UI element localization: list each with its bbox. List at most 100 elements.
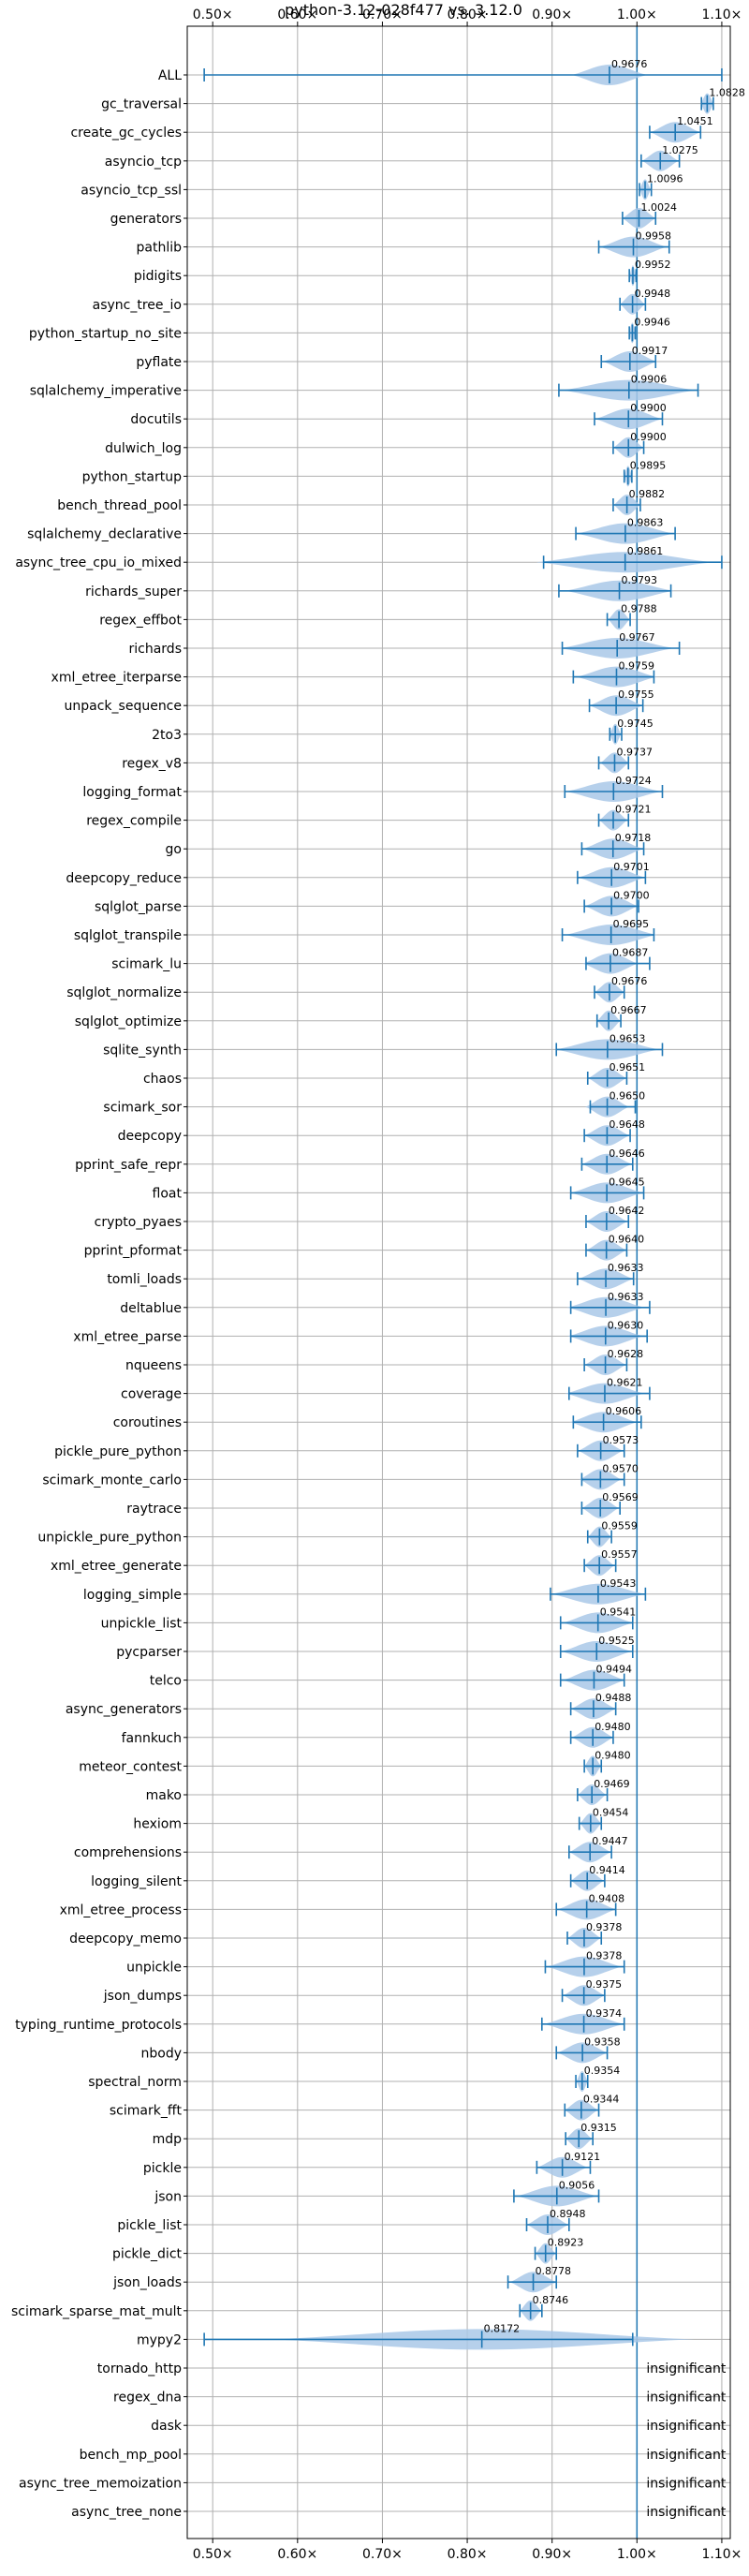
- value-label: 0.9946: [634, 316, 670, 328]
- value-label: 1.0024: [640, 201, 677, 214]
- benchmark-label: pprint_safe_repr: [75, 1158, 182, 1173]
- value-label: 0.9543: [600, 1577, 637, 1590]
- benchmark-label: float: [153, 1186, 183, 1201]
- x-tick-label-bottom: 1.10×: [701, 2547, 742, 2562]
- benchmark-label: scimark_sparse_mat_mult: [11, 2304, 182, 2319]
- benchmark-label: logging_format: [82, 785, 182, 800]
- x-tick-label-bottom: 0.60×: [277, 2547, 317, 2562]
- value-label: 0.8172: [484, 2322, 521, 2334]
- value-label: 0.9721: [615, 804, 652, 816]
- benchmark-label: sqlalchemy_imperative: [30, 384, 182, 399]
- benchmark-label: mypy2: [137, 2332, 182, 2347]
- value-label: 0.9573: [603, 1434, 639, 1446]
- benchmark-label: xml_etree_parse: [73, 1329, 182, 1344]
- benchmark-label: pprint_pformat: [84, 1244, 183, 1259]
- benchmark-label: xml_etree_iterparse: [51, 671, 182, 686]
- value-label: 0.9701: [613, 861, 650, 873]
- benchmark-label: regex_v8: [122, 756, 182, 771]
- benchmark-label: meteor_contest: [79, 1759, 182, 1774]
- value-label: 0.9621: [607, 1377, 643, 1389]
- value-label: 0.9633: [608, 1262, 644, 1274]
- benchmark-label: pickle: [143, 2161, 182, 2176]
- benchmark-label: 2to3: [152, 728, 182, 743]
- value-label: 0.9906: [631, 374, 668, 386]
- value-label: 0.9358: [584, 2036, 621, 2048]
- benchmark-label: pathlib: [137, 241, 183, 256]
- value-label: 0.9557: [601, 1548, 638, 1561]
- value-label: 0.9917: [632, 345, 668, 357]
- benchmark-label: spectral_norm: [88, 2075, 182, 2090]
- value-label: 0.9695: [613, 918, 650, 930]
- value-label: 0.8778: [536, 2265, 572, 2277]
- benchmark-label: sqlglot_parse: [95, 899, 182, 914]
- benchmark-label: regex_effbot: [99, 613, 182, 628]
- benchmark-label: dask: [151, 2419, 183, 2434]
- value-label: 0.9447: [592, 1835, 628, 1847]
- value-label: 0.9687: [612, 947, 649, 959]
- insignificant-label: insignificant: [646, 2448, 727, 2463]
- benchmark-label: scimark_lu: [111, 957, 182, 972]
- x-tick-label-top: 0.90×: [532, 7, 572, 22]
- benchmark-label: create_gc_cycles: [70, 126, 182, 141]
- x-tick-label-bottom: 0.80×: [448, 2547, 488, 2562]
- benchmark-label: bench_thread_pool: [57, 498, 182, 513]
- value-label: 0.9630: [608, 1319, 644, 1331]
- value-label: 0.9737: [616, 746, 653, 758]
- value-label: 0.9745: [617, 718, 654, 730]
- violin-layer: [203, 65, 723, 2350]
- value-label: 0.9640: [609, 1234, 645, 1246]
- chart-title: python-3.12-028f477 vs. 3.12.0: [285, 1, 522, 19]
- value-label: 0.9793: [622, 574, 658, 586]
- value-label: 0.9408: [589, 1892, 625, 1904]
- x-tick-label-bottom: 0.70×: [362, 2547, 403, 2562]
- value-label: 0.9700: [613, 889, 650, 901]
- value-label: 0.9374: [586, 2007, 623, 2020]
- axis-layer: 0.50× 0.50× 0.60× 0.60× 0.70× 0.70× 0.80× 0.80×…: [184, 7, 742, 2562]
- benchmark-label: unpickle_pure_python: [37, 1531, 182, 1546]
- value-label: 0.9378: [586, 1950, 623, 1962]
- benchmark-label: regex_dna: [113, 2391, 182, 2406]
- value-label: 0.9900: [630, 402, 667, 414]
- x-tick-label-top: 0.80×: [448, 7, 488, 22]
- benchmark-label: asyncio_tcp: [105, 155, 182, 170]
- x-tick-label-top: 1.10×: [701, 7, 742, 22]
- value-label: 0.9354: [584, 2065, 621, 2077]
- value-label: 0.8948: [550, 2208, 586, 2220]
- x-tick-label-top: 0.70×: [362, 7, 403, 22]
- benchmark-label: gc_traversal: [101, 97, 182, 112]
- value-label: 0.9469: [594, 1778, 630, 1790]
- benchmark-label: coverage: [121, 1387, 182, 1402]
- x-tick-label-bottom: 0.50×: [193, 2547, 233, 2562]
- benchmark-label: pyflate: [136, 355, 182, 370]
- value-label: 0.9676: [611, 58, 648, 70]
- value-label: 0.9315: [580, 2122, 617, 2134]
- value-label: 0.9480: [595, 1749, 631, 1761]
- benchmark-label: scimark_monte_carlo: [42, 1473, 182, 1488]
- benchmark-label: sqlglot_normalize: [66, 985, 182, 1000]
- value-label: 0.9676: [611, 975, 648, 987]
- benchmark-label: generators: [110, 212, 182, 227]
- benchmark-label: sqlalchemy_declarative: [27, 527, 182, 542]
- benchmark-label: async_tree_cpu_io_mixed: [15, 555, 182, 570]
- benchmark-label: logging_silent: [91, 1874, 182, 1889]
- benchmark-label: json_dumps: [103, 1989, 182, 2004]
- benchmark-label: json: [154, 2189, 182, 2204]
- benchmark-label: python_startup_no_site: [29, 326, 182, 341]
- label-layer: ALL 0.9676 gc_traversal 1.0828 create_gc_cyc…: [11, 58, 745, 2520]
- value-label: 0.9454: [593, 1807, 629, 1819]
- x-tick-label-bottom: 0.90×: [532, 2547, 572, 2562]
- benchmark-label: coroutines: [113, 1415, 182, 1430]
- value-label: 0.9488: [595, 1692, 632, 1704]
- value-label: 0.9121: [565, 2151, 601, 2163]
- benchmark-label: mdp: [153, 2132, 183, 2147]
- value-label: 1.0096: [647, 172, 683, 185]
- benchmark-label: async_tree_none: [71, 2505, 182, 2520]
- insignificant-label: insignificant: [646, 2476, 727, 2491]
- benchmark-label: sqlglot_optimize: [75, 1014, 182, 1029]
- value-label: 0.9645: [609, 1176, 645, 1188]
- value-label: 0.9755: [618, 688, 654, 701]
- benchmark-label: chaos: [143, 1072, 182, 1087]
- insignificant-label: insignificant: [646, 2419, 727, 2434]
- value-label: 0.9494: [595, 1664, 632, 1676]
